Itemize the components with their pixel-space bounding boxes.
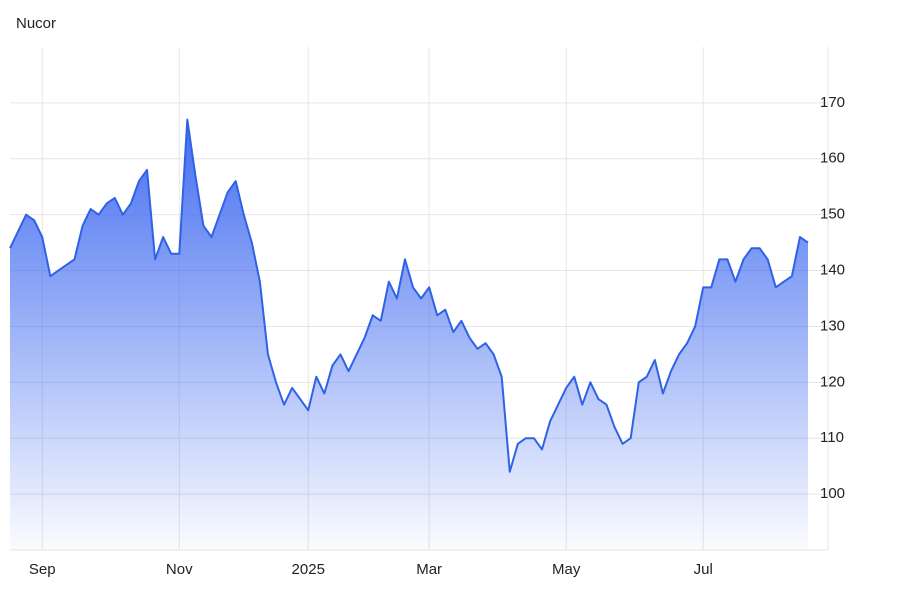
x-tick-label: May: [552, 561, 581, 578]
x-tick-label: Jul: [694, 561, 713, 578]
area-fill: [10, 119, 808, 550]
chart-title: Nucor: [16, 15, 56, 32]
y-tick-label: 160: [820, 150, 845, 167]
x-tick-label: Mar: [416, 561, 442, 578]
x-tick-label: 2025: [292, 561, 325, 578]
y-tick-label: 130: [820, 317, 845, 334]
y-tick-label: 170: [820, 94, 845, 111]
y-tick-label: 110: [820, 429, 844, 446]
x-tick-label: Nov: [166, 561, 193, 578]
y-tick-label: 150: [820, 206, 845, 223]
x-tick-label: Sep: [29, 561, 56, 578]
y-tick-label: 120: [820, 373, 845, 390]
y-tick-label: 100: [820, 485, 845, 502]
y-tick-label: 140: [820, 262, 845, 279]
price-line: [9, 118, 809, 473]
